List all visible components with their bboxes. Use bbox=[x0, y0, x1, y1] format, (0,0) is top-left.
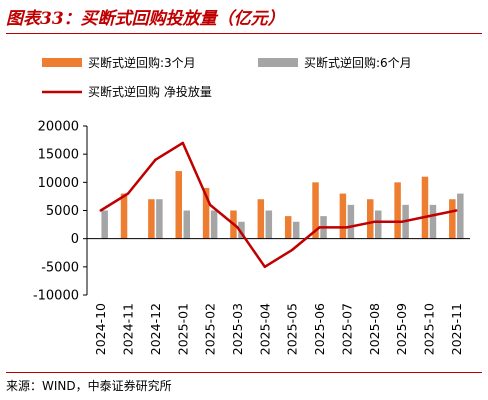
x-tick-label: 2024-10 bbox=[93, 303, 108, 355]
y-tick-label: 10000 bbox=[38, 176, 79, 191]
y-tick-label: 20000 bbox=[38, 120, 79, 135]
legend-swatch-6m bbox=[258, 58, 298, 67]
legend-label-net: 买断式逆回购 净投放量 bbox=[88, 84, 212, 99]
bar-6m bbox=[265, 210, 273, 239]
bar-3m bbox=[449, 199, 456, 239]
legend: 买断式逆回购:3个月 买断式逆回购:6个月 买断式逆回购 净投放量 bbox=[42, 55, 412, 99]
x-tick-label: 2025-08 bbox=[367, 303, 382, 355]
net-line-point bbox=[154, 158, 157, 161]
legend-label-3m: 买断式逆回购:3个月 bbox=[88, 55, 196, 70]
title-divider bbox=[6, 33, 482, 34]
bar-3m bbox=[148, 199, 155, 239]
x-tick-label: 2025-11 bbox=[449, 303, 464, 355]
x-tick-label: 2025-05 bbox=[285, 303, 300, 355]
net-line-point bbox=[400, 220, 403, 223]
y-tick-label: 5000 bbox=[46, 204, 79, 219]
bar-3m bbox=[312, 182, 319, 239]
bar-3m bbox=[202, 187, 210, 239]
source-divider bbox=[6, 372, 482, 373]
bar-6m bbox=[457, 193, 464, 239]
x-tick-label: 2025-04 bbox=[257, 303, 272, 355]
bar-line-chart: 买断式逆回购:3个月 买断式逆回购:6个月 买断式逆回购 净投放量 -10000… bbox=[33, 55, 470, 355]
net-line-point bbox=[99, 209, 102, 212]
legend-swatch-3m bbox=[42, 58, 82, 67]
bar-6m bbox=[238, 221, 245, 239]
net-line-point bbox=[126, 192, 130, 195]
net-line-point bbox=[263, 265, 267, 269]
source-note: 来源：WIND，中泰证券研究所 bbox=[6, 379, 172, 393]
x-tick-label: 2025-09 bbox=[394, 303, 409, 355]
bar-6m bbox=[429, 204, 437, 239]
net-line-series bbox=[99, 141, 458, 269]
net-line-point bbox=[455, 209, 458, 212]
bar-3m bbox=[367, 199, 374, 239]
bar-6m bbox=[101, 210, 108, 239]
net-line-point bbox=[427, 214, 431, 218]
net-line-point bbox=[236, 226, 239, 229]
net-line-point bbox=[345, 226, 349, 229]
bar-6m bbox=[183, 210, 190, 239]
bar-6m bbox=[156, 199, 163, 239]
x-tick-label: 2025-06 bbox=[312, 303, 327, 355]
chart-title: 图表33：买断式回购投放量（亿元） bbox=[6, 9, 285, 29]
x-tick-label: 2025-03 bbox=[230, 303, 245, 355]
legend-label-6m: 买断式逆回购:6个月 bbox=[304, 55, 412, 70]
bar-6m bbox=[292, 221, 300, 239]
x-axis: 2024-10 2024-11 2024-12 2025-01 2025-02 2025-… bbox=[93, 303, 464, 355]
bar-3m bbox=[175, 171, 182, 239]
bar-6m bbox=[375, 210, 382, 239]
net-line-point bbox=[181, 141, 184, 145]
bar-3m bbox=[284, 216, 292, 239]
bar-series bbox=[101, 171, 464, 239]
y-tick-label: -10000 bbox=[33, 289, 79, 304]
bar-6m bbox=[210, 210, 218, 239]
x-tick-label: 2025-10 bbox=[421, 303, 436, 355]
bar-3m bbox=[120, 193, 128, 239]
x-tick-label: 2025-07 bbox=[339, 303, 354, 355]
y-tick-label: 15000 bbox=[38, 148, 79, 163]
net-line-point bbox=[208, 203, 212, 207]
x-tick-label: 2025-01 bbox=[175, 303, 190, 355]
bar-3m bbox=[394, 182, 401, 239]
y-axis: -10000 -5000 0 5000 10000 15000 20000 bbox=[33, 120, 88, 304]
y-tick-label: 0 bbox=[71, 232, 79, 247]
bar-3m bbox=[421, 176, 429, 239]
x-tick-label: 2024-12 bbox=[148, 303, 163, 355]
net-line-point bbox=[373, 220, 376, 223]
y-tick-label: -5000 bbox=[41, 260, 79, 275]
net-line-point bbox=[318, 226, 321, 229]
net-line bbox=[100, 141, 457, 269]
x-tick-label: 2025-02 bbox=[203, 303, 218, 355]
bar-3m bbox=[339, 193, 347, 239]
net-line-point bbox=[290, 248, 294, 252]
x-tick-label: 2024-11 bbox=[121, 303, 136, 355]
bar-3m bbox=[257, 199, 265, 239]
bar-6m bbox=[347, 204, 355, 239]
